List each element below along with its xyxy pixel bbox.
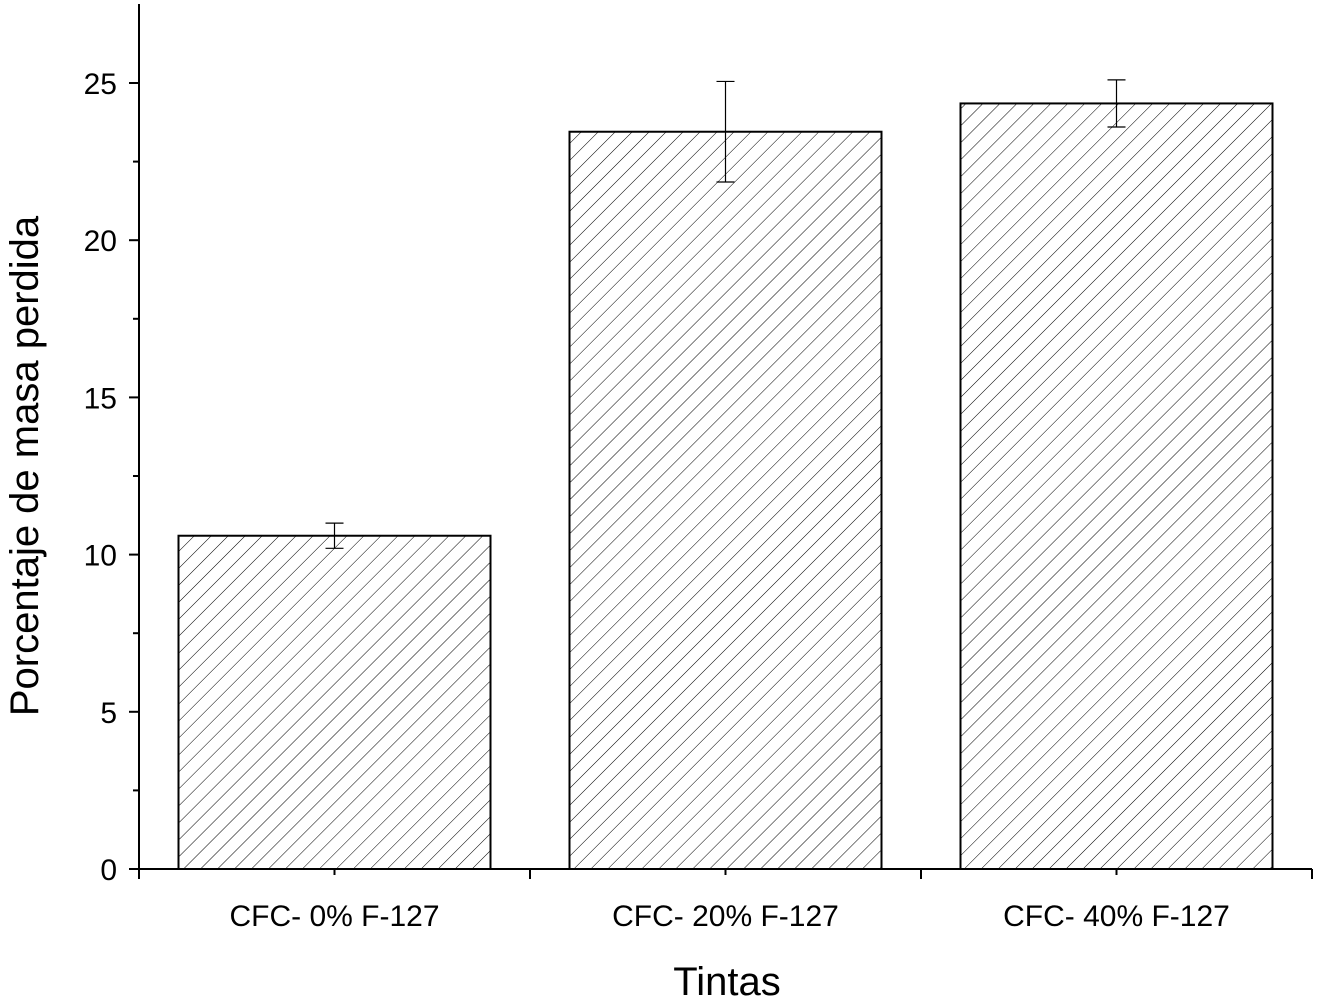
x-tick-label: CFC- 20% F-127 [612, 900, 839, 933]
y-tick-label: 25 [84, 68, 117, 101]
y-tick-label: 20 [84, 225, 117, 258]
y-tick-label: 0 [100, 854, 117, 887]
x-ticks: CFC- 0% F-127 CFC- 20% F-127 CFC- 40% F-12… [138, 869, 1313, 933]
bar [177, 534, 492, 871]
error-bars [325, 79, 1126, 549]
x-tick-label: CFC- 40% F-127 [1003, 900, 1230, 933]
y-axis-title: Porcentaje de masa perdida [3, 215, 47, 716]
bar [959, 102, 1274, 871]
y-tick-label: 10 [84, 540, 117, 573]
y-tick-label: 5 [100, 697, 117, 730]
y-tick-label: 15 [84, 382, 117, 415]
y-ticks: 0 5 10 15 20 25 [84, 68, 139, 887]
x-axis-title: Tintas [673, 960, 780, 1000]
bars [177, 102, 1274, 871]
bar [568, 130, 883, 870]
x-tick-label: CFC- 0% F-127 [229, 900, 439, 933]
